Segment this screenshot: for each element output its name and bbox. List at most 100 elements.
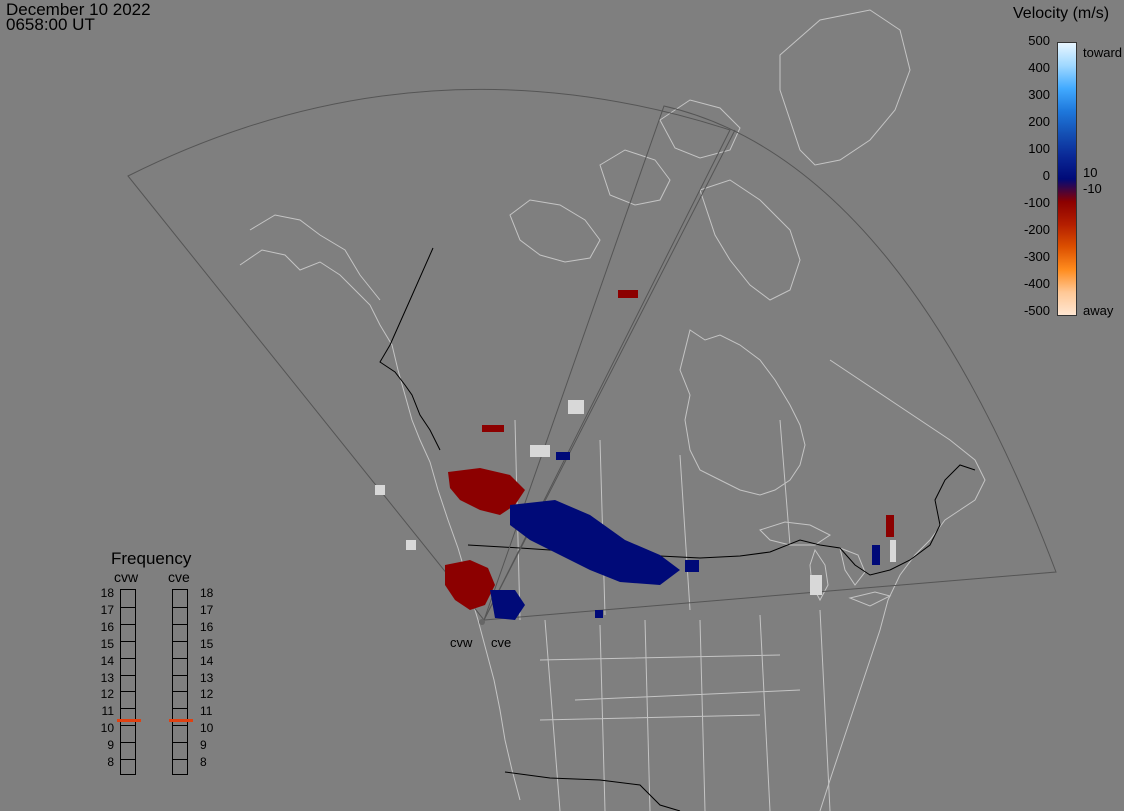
backscatter-away-south [445,560,495,610]
frequency-gridline [173,606,187,608]
us-mexico-border [504,771,681,811]
frequency-column-cve [169,589,193,775]
backscatter-arctic [618,290,638,298]
frequency-gridline [173,725,187,727]
velocity-threshold-pos: 10 [1083,165,1098,180]
frequency-gridline [121,742,135,744]
frequency-gridline [173,674,187,676]
frequency-gridline [173,742,187,744]
frequency-level-left: 14 [100,653,114,668]
frequency-title: Frequency [111,549,192,568]
velocity-tick-label: 100 [1028,141,1050,156]
velocity-tick-label: 200 [1028,114,1050,129]
velocity-tick-label: 500 [1028,33,1050,48]
coastline-labrador [829,359,986,511]
frequency-level-left: 11 [101,704,114,719]
frequency-level-right: 18 [200,586,214,600]
fov-east-beam-edge [483,129,736,621]
frequency-level-left: 15 [100,636,114,651]
frequency-level-left: 18 [100,586,114,600]
frequency-level-right: 13 [200,670,214,685]
backscatter-isolated-3 [556,452,570,460]
coastline-east [819,509,961,811]
frequency-gridline [121,725,135,727]
lake-erie [848,591,892,607]
timestamp-date: December 10 2022 [6,0,151,19]
frequency-gridline [173,640,187,642]
frequency-gridline [173,708,187,710]
velocity-tick-label: 400 [1028,60,1050,75]
frequency-gridline [121,674,135,676]
backscatter-toward-cve [490,590,525,620]
frequency-level-right: 12 [200,687,214,702]
frequency-level-left: 17 [100,602,114,617]
frequency-level-left: 8 [107,755,114,769]
frequency-level-right: 16 [200,619,214,634]
frequency-level-right: 11 [200,704,213,719]
backscatter-toward-band [510,500,680,585]
frequency-marker [117,719,141,723]
coastline-baffin [699,179,801,301]
radar-backscatter [375,290,896,620]
frequency-gridline [121,657,135,659]
ground-scatter-3 [810,575,822,595]
ground-scatter-5 [375,485,385,495]
frequency-level-right: 8 [200,755,207,769]
velocity-scale-title: Velocity (m/s) [1013,5,1110,22]
velocity-threshold-neg: -10 [1083,181,1102,196]
velocity-tick-label: -300 [1023,249,1050,264]
coastline-arctic-1 [509,199,601,263]
frequency-radar-label-cve: cve [168,569,190,585]
backscatter-east-1 [886,515,894,537]
frequency-gridline [121,691,135,693]
coastline-west [239,249,479,621]
frequency-level-right: 15 [200,636,214,651]
backscatter-away-north [448,468,525,515]
ground-scatter-6 [406,540,416,550]
coastline-arctic-2 [599,149,671,206]
lake-huron [839,547,866,586]
frequency-gridline [121,623,135,625]
coastline-pacific [477,619,521,801]
frequency-gridline [173,657,187,659]
coastline-hudson-bay [679,329,806,496]
site-marker-cvw [479,619,485,625]
political-border-layer [379,247,976,811]
velocity-colorbar [1057,42,1077,316]
backscatter-isolated-4 [685,560,699,572]
fov-west-outline [127,88,731,621]
frequency-marker [169,719,193,723]
radar-sites: cvw cve [450,619,511,650]
frequency-level-left: 10 [100,721,114,736]
backscatter-isolated-1 [482,425,504,432]
frequency-level-right: 14 [200,653,214,668]
coastline-greenland [779,9,911,166]
ground-scatter-2 [530,445,550,457]
lake-michigan [809,548,829,602]
velocity-toward-label: toward [1083,45,1123,60]
velocity-tick-label: -400 [1023,276,1050,291]
velocity-tick-label: 0 [1042,168,1050,183]
frequency-level-left: 16 [100,619,114,634]
velocity-tick-label: -100 [1023,195,1050,210]
alaska-canada-border [379,247,441,451]
frequency-gridline [121,759,135,760]
ground-scatter-1 [568,400,584,414]
frequency-gridline [121,606,135,608]
frequency-level-left: 9 [107,738,114,753]
field-of-view-layer [127,88,1057,621]
timestamp-time: 0658:00 UT [6,15,95,34]
frequency-gridline [173,623,187,625]
backscatter-isolated-2 [595,610,603,618]
frequency-gridline [173,759,187,760]
velocity-tick-label: -500 [1023,303,1050,318]
frequency-gridline [121,640,135,642]
frequency-level-right: 17 [200,602,214,617]
frequency-level-right: 10 [200,721,214,736]
frequency-gridline [173,691,187,693]
backscatter-east-2 [872,545,880,565]
lake-superior [759,521,831,546]
frequency-gridline [121,708,135,710]
frequency-column-cvw [117,589,141,775]
velocity-tick-label: -200 [1023,222,1050,237]
